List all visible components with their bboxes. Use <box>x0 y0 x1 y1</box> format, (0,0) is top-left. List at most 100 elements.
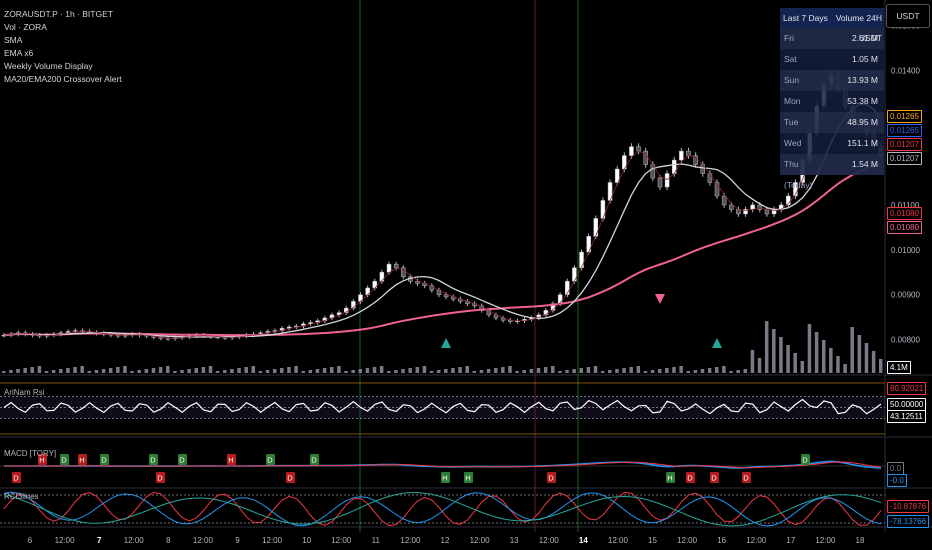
macd-signal-label <box>38 454 47 465</box>
volume-bar <box>9 370 13 373</box>
volume-bar <box>301 371 305 373</box>
macd-signal-label <box>686 472 695 483</box>
volume-bar <box>337 366 341 373</box>
macd-signal-text: D <box>687 474 693 483</box>
volume-bar <box>394 370 398 373</box>
buy-signal-arrow <box>712 338 723 348</box>
volume-bar <box>429 371 434 373</box>
candle-body <box>686 150 691 156</box>
ema-fast-line <box>3 81 882 339</box>
macd-signal-text: H <box>465 474 470 483</box>
volume-bar <box>643 371 648 373</box>
macd-signal-label <box>178 454 187 465</box>
macd-signal-label <box>742 472 751 483</box>
volume-bar <box>322 368 327 373</box>
candle-body <box>757 204 763 210</box>
volume-bar <box>422 366 427 373</box>
macd-signal-label <box>266 454 275 465</box>
volume-table-row: Fri 2.61 M <box>780 28 884 49</box>
volume-bar <box>116 367 120 373</box>
volume-bar <box>736 370 740 373</box>
time-axis-label: 15 <box>648 536 657 545</box>
time-axis-label: 12:00 <box>193 536 214 545</box>
legend-item[interactable]: MA20/EMA200 Crossover Alert <box>4 74 122 84</box>
volume-bar <box>287 367 291 373</box>
macd-signal-text: H <box>442 474 447 483</box>
volume-bar <box>529 369 534 373</box>
volume-bar <box>265 370 270 373</box>
currency-button[interactable]: USDT <box>886 4 930 28</box>
candle-body <box>714 182 720 197</box>
volume-bar <box>30 367 35 373</box>
legend-item[interactable]: SMA <box>4 35 23 45</box>
time-axis-label: 13 <box>510 536 519 545</box>
legend-item[interactable]: Weekly Volume Display <box>4 61 93 71</box>
rci-tag: -78.13766 <box>887 515 930 528</box>
volume-bar <box>44 371 49 373</box>
time-axis-label: 8 <box>166 536 171 545</box>
volume-bar <box>665 368 669 373</box>
volume-bar <box>237 368 241 373</box>
volume-bar <box>144 369 149 373</box>
volume-bar <box>23 368 27 373</box>
volume-bar <box>622 368 626 373</box>
price-tag: 0.01080 <box>887 221 922 234</box>
candle-body <box>679 150 684 161</box>
volume-bar <box>180 370 184 373</box>
volume-bar <box>80 366 84 373</box>
time-axis-label: 12:00 <box>331 536 352 545</box>
volume-bar <box>208 366 213 373</box>
legend-item[interactable]: EMA x6 <box>4 48 34 58</box>
candle-body <box>379 272 385 282</box>
volume-bar <box>465 366 469 373</box>
price-tag: 0.01080 <box>887 207 922 220</box>
volume-bar <box>194 368 199 373</box>
volume-bar <box>572 369 576 373</box>
time-axis-label: 12:00 <box>262 536 283 545</box>
candle-body <box>771 209 777 215</box>
candle-body <box>793 182 798 197</box>
volume-bar <box>722 366 726 373</box>
volume-bar <box>629 367 633 373</box>
volume-bar <box>51 370 56 373</box>
volume-bar <box>173 371 177 373</box>
price-tick-label: 0.01000 <box>891 246 920 255</box>
macd-signal-label <box>12 472 21 483</box>
candle-body <box>550 303 556 311</box>
volume-bar <box>579 368 584 373</box>
volume-table-row: Sat 1.05 M <box>784 54 878 64</box>
candle-body <box>493 314 499 319</box>
volume-bar <box>857 335 862 373</box>
rci-pane-label: RCI3lines <box>4 492 39 501</box>
macd-signal-label <box>464 472 473 483</box>
volume-bar <box>558 371 562 373</box>
volume-bar <box>501 367 505 373</box>
volume-tag: 4.1M <box>887 361 911 374</box>
volume-bar <box>280 368 284 373</box>
macd-signal-text: D <box>711 474 717 483</box>
volume-bar <box>551 366 555 373</box>
time-axis-label: 12:00 <box>677 536 698 545</box>
macd-tag: -0.0 <box>887 474 907 487</box>
volume-table-row: Sun 13.93 M <box>780 70 884 91</box>
time-axis-label: 12:00 <box>470 536 491 545</box>
volume-bar <box>251 366 256 373</box>
volume-bar <box>108 368 113 373</box>
macd-signal-text: D <box>802 456 808 465</box>
rsi-tag: 80.92021 <box>887 382 927 395</box>
macd-signal-label <box>801 454 810 465</box>
volume-bar <box>66 368 70 373</box>
legend-item[interactable]: Vol · ZORA <box>4 22 47 32</box>
volume-bar <box>565 370 569 373</box>
legend-item[interactable]: ZORAUSDT.P · 1h · BITGET <box>4 9 113 19</box>
price-tag: 0.01207 <box>887 138 922 151</box>
macd-signal-label <box>710 472 719 483</box>
volume-bar <box>679 366 683 373</box>
candle-body <box>736 209 741 215</box>
volume-bar <box>165 366 170 373</box>
price-tick-label: 0.00800 <box>891 336 920 345</box>
candle-body <box>764 209 770 215</box>
time-axis-label: 12:00 <box>815 536 836 545</box>
volume-bar <box>764 321 769 373</box>
